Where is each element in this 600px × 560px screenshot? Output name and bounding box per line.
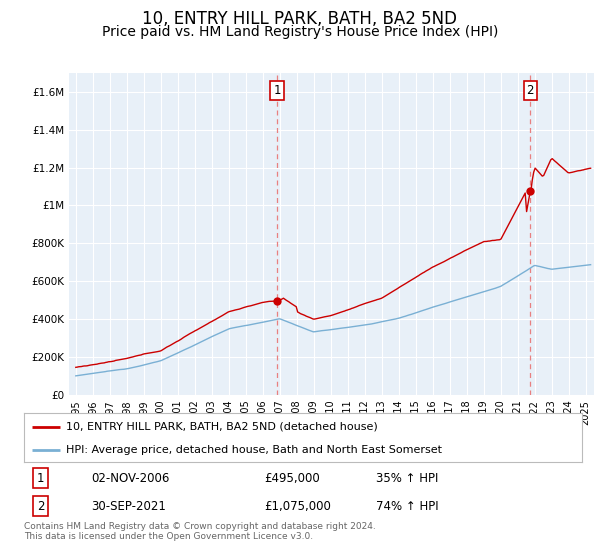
Text: £495,000: £495,000 (264, 472, 320, 484)
Text: HPI: Average price, detached house, Bath and North East Somerset: HPI: Average price, detached house, Bath… (66, 445, 442, 455)
Text: Contains HM Land Registry data © Crown copyright and database right 2024.
This d: Contains HM Land Registry data © Crown c… (24, 522, 376, 542)
Text: 1: 1 (273, 84, 281, 97)
Text: 1: 1 (37, 472, 44, 484)
Text: 35% ↑ HPI: 35% ↑ HPI (376, 472, 438, 484)
Text: £1,075,000: £1,075,000 (264, 500, 331, 513)
Text: 02-NOV-2006: 02-NOV-2006 (91, 472, 169, 484)
Text: 10, ENTRY HILL PARK, BATH, BA2 5ND (detached house): 10, ENTRY HILL PARK, BATH, BA2 5ND (deta… (66, 422, 377, 432)
Text: 2: 2 (527, 84, 534, 97)
Text: 10, ENTRY HILL PARK, BATH, BA2 5ND: 10, ENTRY HILL PARK, BATH, BA2 5ND (143, 10, 458, 28)
Text: 2: 2 (37, 500, 44, 513)
Text: Price paid vs. HM Land Registry's House Price Index (HPI): Price paid vs. HM Land Registry's House … (102, 25, 498, 39)
Text: 74% ↑ HPI: 74% ↑ HPI (376, 500, 438, 513)
Text: 30-SEP-2021: 30-SEP-2021 (91, 500, 166, 513)
